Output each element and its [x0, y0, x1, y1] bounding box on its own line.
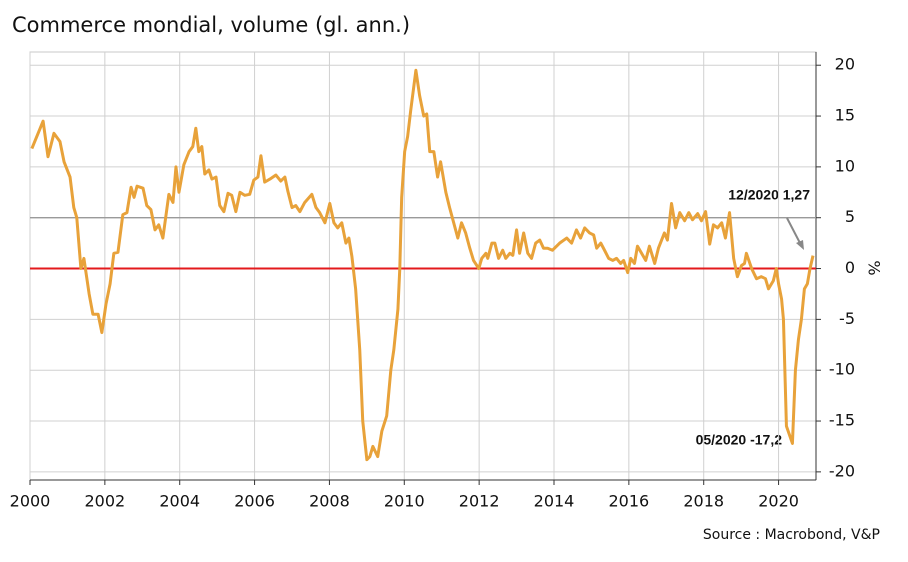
y-axis-label: %	[865, 260, 884, 275]
x-tick-label: 2010	[384, 492, 425, 511]
arrow	[786, 217, 802, 246]
annotation: 05/2020 -17,2	[696, 432, 783, 448]
arrow-head	[796, 240, 804, 250]
annotation: 12/2020 1,27	[728, 187, 810, 203]
x-tick-label: 2018	[683, 492, 724, 511]
x-tick-label: 2016	[608, 492, 649, 511]
y-tick-label: 0	[845, 258, 855, 277]
source: Source : Macrobond, V&P	[703, 527, 880, 543]
x-tick-label: 2004	[159, 492, 200, 511]
y-tick-label: -15	[829, 411, 855, 430]
chart-title: Commerce mondial, volume (gl. ann.)	[12, 13, 410, 37]
x-tick-label: 2000	[10, 492, 51, 511]
x-tick-label: 2006	[234, 492, 275, 511]
x-tick-label: 2008	[309, 492, 350, 511]
y-tick-label: -10	[829, 360, 855, 379]
data-line	[30, 68, 815, 462]
x-tick-label: 2014	[534, 492, 575, 511]
x-tick-label: 2002	[84, 492, 125, 511]
x-tick-label: 2020	[758, 492, 799, 511]
x-tick-label: 2012	[459, 492, 500, 511]
plot-area: 2000 2002 2004 2006 2008 2010 2012 2014 2016 2018…	[10, 51, 855, 511]
y-tick-label: -20	[829, 461, 855, 480]
y-tick-label: 5	[845, 207, 855, 226]
y-tick-label: 10	[835, 156, 855, 175]
y-tick-label: 20	[835, 55, 855, 74]
y-tick-label: -5	[839, 309, 855, 328]
y-tick-label: 15	[835, 106, 855, 125]
